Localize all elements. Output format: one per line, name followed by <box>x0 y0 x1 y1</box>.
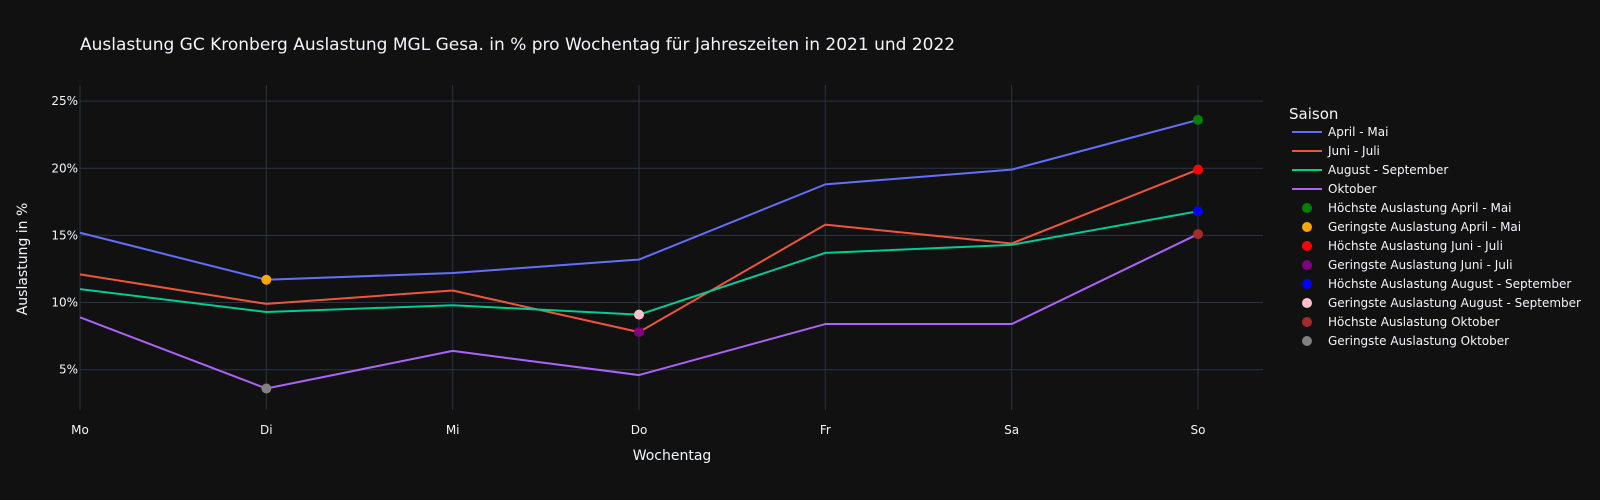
extreme-marker <box>1193 229 1203 240</box>
chart-title: Auslastung GC Kronberg Auslastung MGL Ge… <box>80 35 955 55</box>
x-tick-label: Di <box>260 423 273 437</box>
legend-entry: August - September <box>1328 163 1448 177</box>
legend-marker-swatch <box>1302 222 1312 232</box>
extreme-marker <box>634 327 644 338</box>
y-tick-label: 10% <box>51 296 78 310</box>
extreme-marker <box>1193 206 1203 217</box>
y-tick-label: 25% <box>51 94 78 108</box>
x-tick-label: So <box>1191 423 1206 437</box>
legend-entry: Geringste Auslastung April - Mai <box>1328 220 1521 234</box>
legend-title: Saison <box>1289 105 1338 123</box>
y-axis-ticks: 5% 10% 15% 20% 25% <box>51 94 78 377</box>
x-tick-label: Fr <box>820 423 831 437</box>
legend-entry: Juni - Juli <box>1327 144 1380 158</box>
legend-marker-swatch <box>1302 298 1312 308</box>
legend-entry: Geringste Auslastung August - September <box>1328 296 1581 310</box>
legend-entry: Geringste Auslastung Juni - Juli <box>1328 258 1513 272</box>
legend-entry: Geringste Auslastung Oktober <box>1328 334 1509 348</box>
legend-entry: Höchste Auslastung Juni - Juli <box>1328 239 1503 253</box>
legend-marker-swatch <box>1302 203 1312 213</box>
x-tick-label: Mo <box>71 423 89 437</box>
x-axis-ticks: Mo Di Mi Do Fr Sa So <box>71 423 1205 437</box>
y-axis-label: Auslastung in % <box>15 203 31 316</box>
x-axis-label: Wochentag <box>633 448 712 464</box>
y-tick-label: 15% <box>51 228 78 242</box>
x-tick-label: Mi <box>446 423 460 437</box>
extreme-marker <box>1193 114 1203 125</box>
extreme-marker <box>261 274 272 285</box>
legend-entry: Höchste Auslastung Oktober <box>1328 315 1500 329</box>
extreme-marker <box>261 383 272 394</box>
legend-entry: April - Mai <box>1328 125 1388 139</box>
legend-marker-swatch <box>1302 279 1312 289</box>
extreme-marker <box>634 309 644 320</box>
legend-entry: Höchste Auslastung April - Mai <box>1328 201 1512 215</box>
legend-marker-swatch <box>1302 260 1312 270</box>
extreme-markers <box>261 114 1203 394</box>
extreme-marker <box>1193 164 1203 175</box>
legend: Saison April - Mai Juni - Juli August - Se… <box>1289 105 1581 348</box>
legend-entry: Oktober <box>1328 182 1376 196</box>
x-tick-label: Do <box>631 423 648 437</box>
x-tick-label: Sa <box>1004 423 1019 437</box>
y-tick-label: 20% <box>51 161 78 175</box>
legend-marker-swatch <box>1302 317 1312 327</box>
y-tick-label: 5% <box>59 363 78 377</box>
legend-marker-swatch <box>1302 241 1312 251</box>
legend-entry: Höchste Auslastung August - September <box>1328 277 1571 291</box>
legend-marker-swatch <box>1302 336 1312 346</box>
